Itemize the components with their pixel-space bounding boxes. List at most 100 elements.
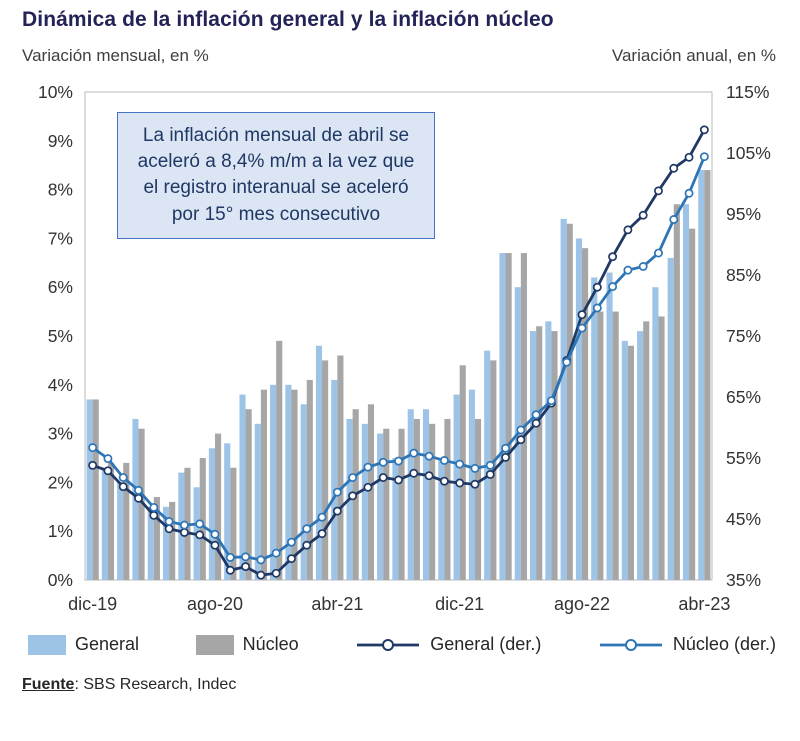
- line-marker: [684, 152, 694, 162]
- line-marker: [164, 516, 174, 526]
- line-marker: [195, 519, 205, 529]
- line-marker: [638, 210, 648, 220]
- line-marker: [455, 459, 465, 469]
- bar: [107, 462, 115, 580]
- line-marker: [287, 554, 296, 564]
- bar: [239, 394, 246, 580]
- bar: [530, 331, 537, 580]
- axis-right-labels: 35% 45% 55% 65% 75% 85% 95% 105% 115%: [726, 82, 771, 590]
- bar: [398, 428, 405, 580]
- line-marker: [103, 466, 113, 476]
- bar: [621, 340, 628, 580]
- line-marker: [577, 323, 587, 333]
- right-tick-label: 85%: [726, 265, 761, 285]
- legend-swatch-general: [28, 634, 66, 655]
- bar: [689, 228, 696, 580]
- line-marker: [134, 485, 143, 495]
- bars-nucleo: [92, 170, 711, 581]
- bar: [566, 223, 573, 580]
- bar: [123, 462, 130, 580]
- line-marker: [684, 188, 694, 198]
- bar: [637, 331, 644, 580]
- line-marker: [485, 460, 495, 470]
- line-marker: [439, 455, 449, 465]
- bar: [453, 394, 460, 580]
- line-marker: [88, 460, 98, 470]
- bar: [413, 418, 420, 580]
- bar: [245, 409, 252, 580]
- legend-item-general: General: [28, 634, 139, 655]
- line-marker: [516, 435, 526, 445]
- bar: [422, 409, 430, 580]
- bar: [392, 458, 399, 580]
- bar: [260, 389, 267, 580]
- left-tick-label: 7%: [48, 228, 73, 248]
- line-marker: [531, 410, 541, 420]
- line-marker: [409, 468, 419, 478]
- bar: [698, 170, 705, 580]
- page-title: Dinámica de la inflación general y la in…: [22, 8, 554, 31]
- bar: [545, 321, 552, 580]
- bar: [682, 204, 690, 581]
- line-marker: [271, 568, 281, 578]
- line-marker: [638, 262, 648, 271]
- bar: [673, 204, 680, 581]
- left-tick-label: 8%: [48, 180, 73, 200]
- bar: [551, 331, 558, 580]
- line-marker: [241, 552, 251, 562]
- line-marker: [348, 491, 358, 501]
- line-marker: [669, 215, 679, 224]
- bar: [474, 418, 482, 580]
- bar: [153, 497, 160, 580]
- line-marker: [134, 493, 143, 503]
- line-marker: [485, 470, 495, 479]
- bar: [658, 316, 665, 580]
- annotation-box: La inflación mensual de abril se aceleró…: [117, 112, 435, 239]
- line-marker: [363, 482, 373, 492]
- line-marker: [348, 473, 358, 482]
- line-marker: [654, 186, 663, 196]
- line-marker: [88, 443, 98, 453]
- left-tick-label: 2%: [48, 472, 73, 492]
- x-tick-label: ago-20: [187, 594, 243, 614]
- bar: [444, 418, 451, 580]
- line-marker: [195, 530, 205, 540]
- bar: [224, 443, 231, 580]
- right-tick-label: 75%: [726, 326, 761, 346]
- legend-label-nucleo: Núcleo: [242, 634, 299, 654]
- bar: [337, 355, 344, 580]
- bar: [536, 326, 543, 580]
- line-marker: [241, 562, 251, 572]
- line-marker: [501, 452, 510, 462]
- bar: [138, 428, 145, 580]
- bar: [276, 340, 283, 580]
- line-marker: [317, 529, 327, 539]
- line-marker: [378, 457, 388, 467]
- line-marker: [164, 524, 174, 534]
- line-marker: [118, 482, 128, 492]
- x-tick-label: dic-21: [435, 594, 484, 614]
- line-marker: [577, 310, 587, 320]
- bar: [429, 423, 436, 580]
- bar: [383, 428, 390, 580]
- bar: [575, 238, 583, 580]
- legend-item-nucleo-der: Núcleo (der.): [598, 634, 776, 655]
- left-tick-label: 5%: [48, 326, 73, 346]
- x-tick-label: abr-21: [311, 594, 363, 614]
- line-marker: [271, 548, 281, 558]
- right-tick-label: 95%: [726, 204, 761, 224]
- bar: [147, 506, 154, 580]
- bar: [285, 384, 292, 580]
- line-marker: [470, 463, 480, 473]
- bar: [520, 253, 527, 581]
- bar: [643, 321, 650, 580]
- bar: [606, 272, 613, 580]
- bar: [291, 389, 298, 580]
- x-tick-label: abr-23: [678, 594, 730, 614]
- right-axis-caption: Variación anual, en %: [611, 46, 776, 65]
- line-marker: [654, 248, 663, 258]
- left-axis-caption: Variación mensual, en %: [22, 46, 209, 65]
- right-tick-label: 105%: [726, 143, 771, 163]
- inflation-combo-chart: 0% 1% 2% 3% 4% 5% 6% 7% 8% 9% 10% 35% 45% 55% 65% 75% 85…: [38, 82, 771, 614]
- line-marker: [470, 479, 480, 489]
